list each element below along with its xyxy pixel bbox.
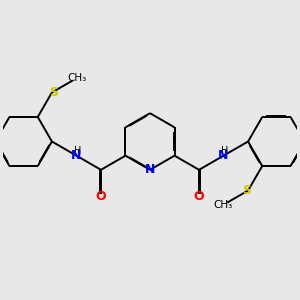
Text: N: N — [71, 149, 82, 162]
Text: N: N — [218, 149, 229, 162]
Text: CH₃: CH₃ — [68, 73, 87, 82]
Text: O: O — [194, 190, 204, 203]
Text: H: H — [74, 146, 82, 156]
Text: S: S — [49, 86, 58, 99]
Text: CH₃: CH₃ — [213, 200, 232, 210]
Text: H: H — [221, 146, 229, 156]
Text: S: S — [242, 184, 251, 197]
Text: N: N — [145, 163, 155, 176]
Text: O: O — [96, 190, 106, 203]
